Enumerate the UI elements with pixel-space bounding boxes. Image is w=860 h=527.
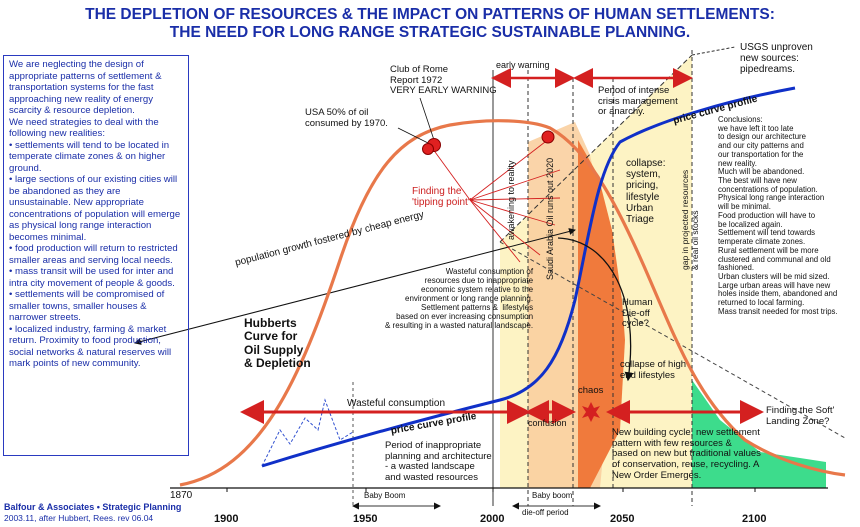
axis-tick-label: 2050 [610,513,635,525]
chaos-label: chaos [578,385,604,396]
left-panel-bullet: • mass transit will be used for inter an… [9,266,175,289]
peak-dot [422,143,434,155]
axis-tick-label: 2100 [742,513,767,525]
conclusions-text: Conclusions: we have left it too late to… [718,115,838,316]
confusion-label: confusion [528,418,567,428]
axis-tick-label: 1950 [353,513,378,525]
title-line-2: THE NEED FOR LONG RANGE STRATEGIC SUSTAI… [169,24,691,41]
dieoff-label-2: die-off period [522,508,569,517]
wasteful-consumption-label: Wasteful consumption [347,398,446,409]
title-line-1: THE DEPLETION OF RESOURCES & THE IMPACT … [85,6,775,23]
tipping-leader [469,199,541,256]
credits-line-2: 2003.11, after Hubbert, Rees. rev 06.04 [4,513,154,523]
usgs-leader [691,46,736,56]
early-warning-label: early warning [496,60,550,70]
left-panel-bullet: • settlements will tend to be located in… [9,139,170,174]
collapse-high-label: collapse of high end lifestyles [620,359,687,381]
finding-soft-label: Finding the Soft' Landing Zone? [766,405,835,427]
chaos-star [582,402,600,422]
tipping-leader [469,199,556,226]
usa-oil-label: USA 50% of oil consumed by 1970. [305,107,388,129]
left-panel-bullet: • localized industry, farming & market r… [9,323,172,370]
tipping-leader [469,169,561,201]
left-panel-bullet: • settlements will be compromised of sma… [9,289,165,323]
population-arrow [134,228,576,345]
left-panel-intro: We are neglecting the design of appropri… [9,59,162,116]
left-panel-bullet: • food production will return to restric… [9,243,178,266]
usgs-label: USGS unproven new sources: pipedreams. [740,42,813,76]
price-curve [261,86,796,468]
axis-tick-label: 1900 [214,513,239,525]
human-dieoff-label: Human Die-off cycle? [622,297,653,330]
club-rome-leader [419,97,435,141]
tipping-point-label: Finding the 'tipping point" [412,186,472,209]
historic-price-scribble [261,398,354,467]
left-panel: We are neglecting the design of appropri… [3,55,189,456]
saudi-label: Saudi Arabia Oil runs out 2020 [545,157,555,280]
axis-start-label: 1870 [170,490,193,501]
collapse-label: collapse: system, pricing, lifestyle Urb… [626,158,666,225]
saudi-dot [541,130,555,144]
hubbert-curve [179,119,846,487]
unproven-sources-line [499,54,693,243]
wasteful-description: Wasteful consumption of resources due to… [385,267,534,330]
dieoff-arrow [557,237,634,382]
tipping-leader [469,199,521,263]
baby-boom-label: Baby Boom [364,491,406,500]
usa-oil-leader [397,127,429,144]
awakening-label: awakening to reality [506,160,516,240]
gap-label: gap in projected resources & real oil st… [680,169,700,270]
credits-line-1: Balfour & Associates • Strategic Plannin… [4,502,182,512]
left-panel-bullet: • large sections of our existing cities … [9,174,181,243]
period-inappropriate-label: Period of inappropriate planning and arc… [385,440,492,483]
tipping-leader [469,141,546,201]
left-panel-heading: We need strategies to deal with the foll… [9,116,159,140]
dieoff-label-1: Baby boom [532,491,573,500]
period-intense-label: Period of intense crisis management or a… [598,85,678,118]
tipping-leader [469,197,561,201]
club-of-rome-label: Club of Rome Report 1972 VERY EARLY WARN… [390,64,497,97]
new-building-label: New building cycle, new settlement patte… [612,427,761,481]
axis-tick-label: 2000 [480,513,505,525]
hubbert-label: Hubberts Curve for Oil Supply & Depletio… [244,316,311,371]
tipping-leader [429,144,471,201]
